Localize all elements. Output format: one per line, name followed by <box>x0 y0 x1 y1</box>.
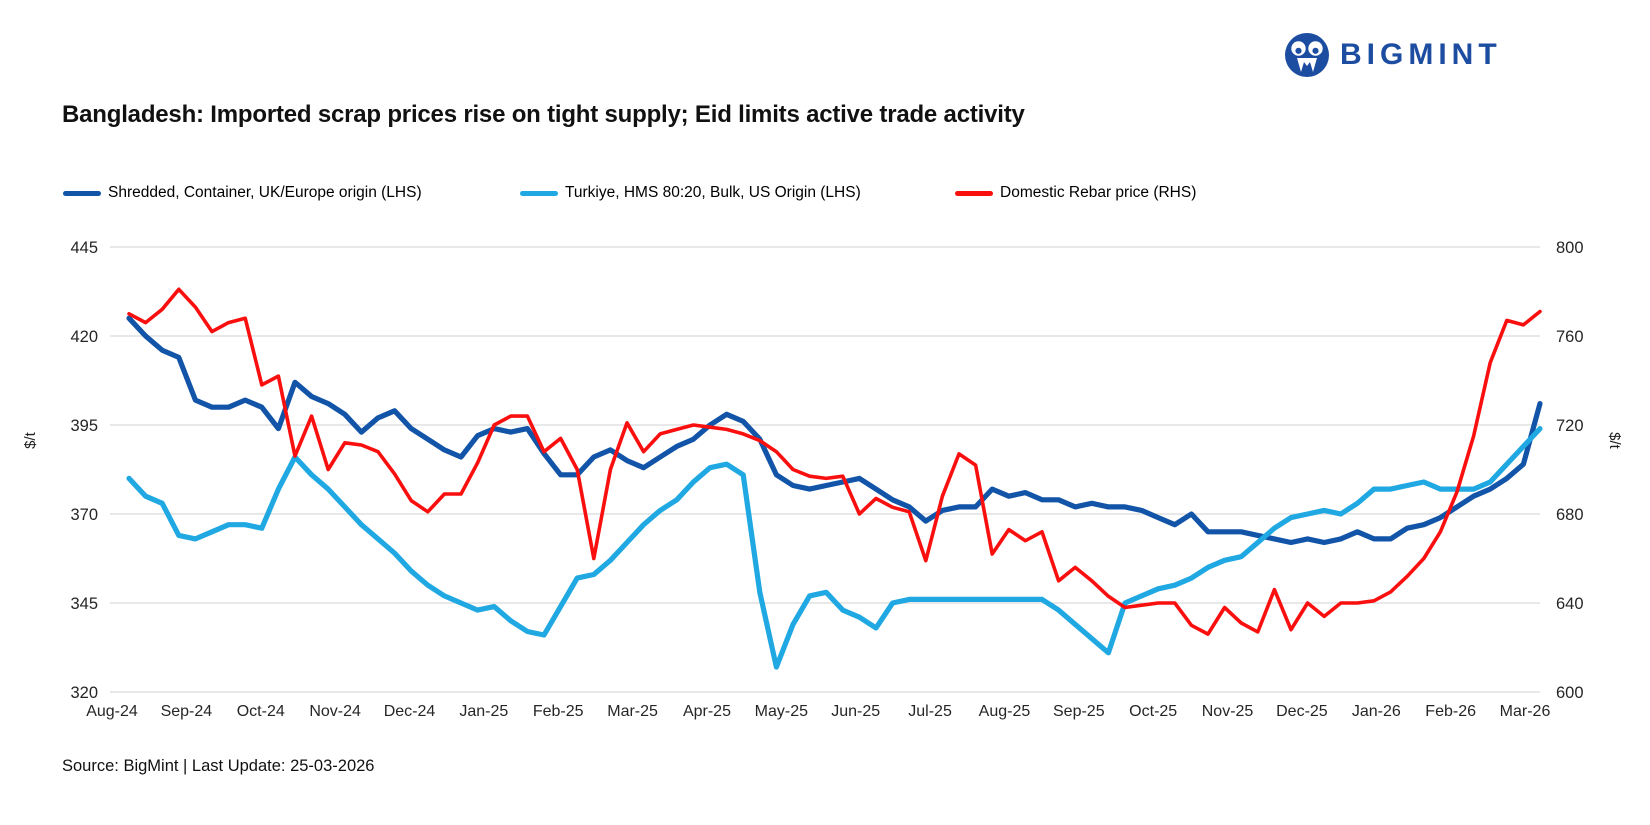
legend-swatch-rebar <box>955 190 993 196</box>
y-axis-tick-right: 680 <box>1556 506 1584 524</box>
legend-label-turkiye: Turkiye, HMS 80:20, Bulk, US Origin (LHS… <box>565 184 861 201</box>
x-axis-tick: Aug-24 <box>86 703 138 720</box>
bigmint-logo-icon <box>1285 33 1329 77</box>
y-axis-tick-left: 345 <box>70 595 98 613</box>
series-line-0 <box>126 315 1543 546</box>
page-title: Bangladesh: Imported scrap prices rise o… <box>62 101 1025 128</box>
x-axis-tick: Dec-24 <box>384 703 436 720</box>
legend-item-shredded: Shredded, Container, UK/Europe origin (L… <box>63 181 422 205</box>
x-axis-tick: Mar-26 <box>1500 703 1551 720</box>
x-axis-tick: Sep-24 <box>161 703 213 720</box>
bigmint-logo-text: BIGMINT <box>1340 38 1502 71</box>
y-axis-tick-left: 420 <box>70 328 98 346</box>
x-axis-tick: Jan-25 <box>459 703 508 720</box>
y-axis-tick-right: 720 <box>1556 417 1584 435</box>
legend-label-shredded: Shredded, Container, UK/Europe origin (L… <box>108 184 422 201</box>
series-line-1 <box>126 426 1543 670</box>
x-axis-tick: Sep-25 <box>1053 703 1105 720</box>
series-line-2 <box>127 287 1542 636</box>
x-axis-tick: Nov-24 <box>309 703 361 720</box>
y-axis-tick-right: 800 <box>1556 239 1584 257</box>
x-axis-tick: Jan-26 <box>1352 703 1401 720</box>
source-note: Source: BigMint | Last Update: 25-03-202… <box>62 757 375 775</box>
legend-swatch-turkiye <box>520 190 558 196</box>
x-axis-tick: May-25 <box>755 703 808 720</box>
y-axis-tick-right: 600 <box>1556 684 1584 702</box>
x-axis-tick: Nov-25 <box>1202 703 1254 720</box>
legend-label-rebar: Domestic Rebar price (RHS) <box>1000 184 1197 201</box>
x-axis-tick: Feb-26 <box>1425 703 1476 720</box>
x-axis-tick: Dec-25 <box>1276 703 1328 720</box>
legend-swatch-shredded <box>63 190 101 196</box>
y-axis-tick-right: 640 <box>1556 595 1584 613</box>
y-axis-tick-left: 370 <box>70 506 98 524</box>
y-axis-tick-right: 760 <box>1556 328 1584 346</box>
x-axis-tick: Jul-25 <box>908 703 952 720</box>
x-axis-tick: Feb-25 <box>533 703 584 720</box>
y-axis-tick-left: 445 <box>70 239 98 257</box>
bigmint-logo: BIGMINT <box>1284 30 1524 80</box>
x-axis-tick: Jun-25 <box>831 703 880 720</box>
x-axis-tick: Aug-25 <box>979 703 1031 720</box>
x-axis-tick: Oct-25 <box>1129 703 1177 720</box>
chart-legend: Shredded, Container, UK/Europe origin (L… <box>0 181 1650 205</box>
y-axis-tick-left: 320 <box>70 684 98 702</box>
x-axis-tick: Oct-24 <box>237 703 285 720</box>
y-axis-tick-left: 395 <box>70 417 98 435</box>
legend-item-turkiye: Turkiye, HMS 80:20, Bulk, US Origin (LHS… <box>520 181 861 205</box>
x-axis-tick: Apr-25 <box>683 703 731 720</box>
x-axis-tick: Mar-25 <box>607 703 658 720</box>
legend-item-rebar: Domestic Rebar price (RHS) <box>955 181 1196 205</box>
